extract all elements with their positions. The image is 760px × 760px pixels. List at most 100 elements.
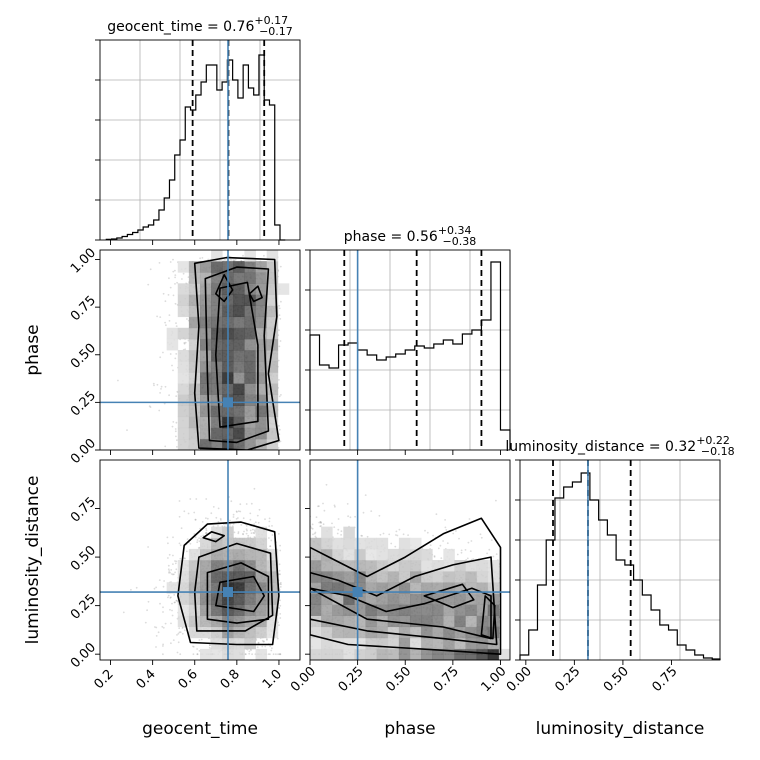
phase-vs-geocent-time-sample-point — [174, 274, 177, 276]
phase-vs-geocent-time-sample-point — [172, 270, 175, 273]
ldist-vs-geocent-time-sample-point — [194, 518, 197, 521]
ldist-vs-geocent-time-sample-point — [200, 535, 203, 538]
ldist-vs-geocent-time-sample-point — [171, 602, 173, 605]
phase-vs-geocent-time-contour — [204, 266, 270, 444]
phase-vs-geocent-time-density-cell — [188, 416, 201, 429]
ldist-vs-geocent-time-sample-point — [162, 606, 164, 609]
phase-vs-geocent-time-sample-point — [168, 277, 170, 280]
phase-vs-geocent-time-density-cell — [244, 316, 256, 329]
ldist-vs-geocent-time-sample-point — [268, 517, 271, 520]
ldist-vs-geocent-time-sample-point — [271, 647, 273, 650]
ldist-vs-geocent-time-sample-point — [167, 564, 170, 567]
phase-vs-geocent-time-density-cell — [233, 427, 245, 440]
phase-vs-geocent-time-density-cell — [177, 372, 190, 384]
phase-vs-geocent-time-sample-point — [158, 262, 161, 264]
ldist-vs-geocent-time-sample-point — [181, 632, 184, 635]
phase-vs-geocent-time-density-cell — [211, 261, 223, 273]
phase-vs-geocent-time-sample-point — [184, 341, 187, 344]
phase-vs-geocent-time-density-cell — [266, 272, 279, 284]
ldist-vs-geocent-time-sample-point — [239, 510, 242, 513]
phase-vs-geocent-time-density-cell — [244, 283, 256, 295]
geocent-time-hist-frame — [99, 39, 301, 241]
ldist-vs-geocent-time-sample-point — [279, 573, 281, 576]
ldist-vs-geocent-time-sample-point — [266, 638, 268, 640]
phase-vs-geocent-time-density-cell — [233, 438, 245, 450]
phase-vs-geocent-time-density-cell — [233, 338, 245, 351]
phase-vs-geocent-time-density-cell — [244, 338, 256, 351]
phase-vs-geocent-time-density-cell — [233, 416, 245, 429]
phase-vs-geocent-time-sample-point — [147, 283, 150, 286]
phase-vs-geocent-time-density-cell — [211, 250, 223, 262]
phase-vs-geocent-time-frame — [99, 249, 301, 451]
ldist-vs-geocent-time-sample-point — [175, 599, 178, 602]
ldist-vs-geocent-time-sample-point — [277, 606, 280, 609]
ldist-vs-geocent-time-sample-point — [263, 640, 265, 643]
phase-vs-geocent-time-density-cell — [266, 283, 279, 295]
phase-vs-geocent-time-density-cell — [233, 372, 245, 384]
phase-vs-geocent-time-sample-point — [164, 385, 167, 388]
ldist-vs-geocent-time-sample-point — [196, 539, 199, 541]
phase-vs-geocent-time-density-cell — [266, 327, 279, 340]
phase-vs-geocent-time-density-cell — [177, 438, 190, 450]
phase-vs-geocent-time-sample-point — [175, 421, 178, 424]
ldist-vs-geocent-time-sample-point — [122, 611, 125, 614]
ldist-vs-geocent-time-sample-point — [264, 645, 267, 648]
phase-vs-geocent-time-density-cell — [211, 283, 223, 295]
phase-vs-geocent-time-sample-point — [207, 258, 210, 261]
phase-vs-geocent-time-sample-point — [224, 259, 227, 261]
ldist-vs-geocent-time-sample-point — [162, 643, 165, 646]
phase-vs-geocent-time-density-cell — [200, 372, 212, 384]
phase-vs-geocent-time-sample-point — [199, 257, 202, 260]
ldist-vs-geocent-time-sample-point — [172, 563, 174, 565]
phase-vs-geocent-time-sample-point — [183, 342, 186, 345]
phase-vs-geocent-time-sample-point — [117, 379, 119, 382]
phase-vs-geocent-time-density-cell — [188, 294, 201, 306]
ldist-vs-geocent-time-sample-point — [249, 529, 252, 532]
ldist-vs-geocent-time-sample-point — [168, 570, 171, 572]
phase-vs-geocent-time-density-cell — [244, 350, 256, 362]
phase-vs-geocent-time-density-cell — [188, 405, 201, 418]
phase-vs-geocent-time-sample-point — [162, 292, 165, 295]
phase-vs-geocent-time-density-cell — [188, 427, 201, 440]
ldist-vs-geocent-time-plot-area — [122, 487, 282, 660]
ldist-vs-geocent-time-sample-point — [279, 653, 281, 656]
ldist-vs-geocent-time-sample-point — [170, 642, 172, 645]
ldist-vs-geocent-time-sample-point — [250, 532, 253, 534]
phase-vs-geocent-time-sample-point — [153, 384, 155, 387]
ldist-vs-geocent-time-sample-point — [169, 597, 172, 599]
ldist-vs-geocent-time-sample-point — [269, 545, 272, 548]
phase-vs-geocent-time-sample-point — [174, 430, 177, 433]
luminosity-distance-hist-xtick-label: 0.25 — [552, 664, 583, 695]
ldist-vs-geocent-time-sample-point — [251, 653, 254, 656]
phase-vs-geocent-time-density-cell — [255, 305, 268, 318]
phase-vs-geocent-time-sample-point — [176, 439, 178, 442]
phase-vs-geocent-time-sample-point — [186, 318, 188, 320]
ldist-vs-geocent-time-sample-point — [278, 563, 281, 566]
phase-vs-geocent-time-sample-point — [263, 254, 265, 257]
ldist-vs-geocent-time-sample-point — [240, 524, 243, 526]
phase-vs-geocent-time-density-cell — [233, 283, 245, 295]
ldist-vs-geocent-time-sample-point — [170, 622, 172, 625]
phase-vs-geocent-time-density-cell — [255, 272, 268, 284]
ldist-vs-geocent-time-sample-point — [279, 586, 282, 588]
phase-vs-geocent-time-density-cell — [266, 438, 279, 450]
ldist-vs-geocent-time-sample-point — [248, 652, 251, 655]
phase-vs-geocent-time-density-cell — [255, 350, 268, 362]
phase-vs-geocent-time-density-cell — [211, 416, 223, 429]
ldist-vs-geocent-time-sample-point — [193, 511, 196, 514]
phase-vs-geocent-time-density-cell — [200, 261, 212, 273]
phase-vs-geocent-time-sample-point — [168, 394, 171, 397]
ldist-vs-geocent-time-sample-point — [253, 536, 256, 538]
ldist-vs-geocent-time-sample-point — [167, 594, 170, 597]
phase-vs-geocent-time-density-cell — [177, 305, 190, 318]
phase-vs-geocent-time-density-cell — [211, 405, 223, 418]
phase-vs-geocent-time-density-cell — [166, 338, 179, 351]
phase-vs-geocent-time-sample-point — [279, 318, 282, 320]
phase-vs-geocent-time-density-cell — [200, 438, 212, 450]
ldist-vs-geocent-time-sample-point — [186, 550, 188, 553]
phase-vs-geocent-time-density-cell — [277, 283, 290, 295]
phase-vs-geocent-time-density-cell — [255, 327, 268, 340]
phase-vs-geocent-time-density-cell — [244, 250, 256, 262]
ldist-vs-geocent-time-sample-point — [199, 527, 202, 530]
ldist-vs-geocent-time-sample-point — [204, 532, 207, 535]
